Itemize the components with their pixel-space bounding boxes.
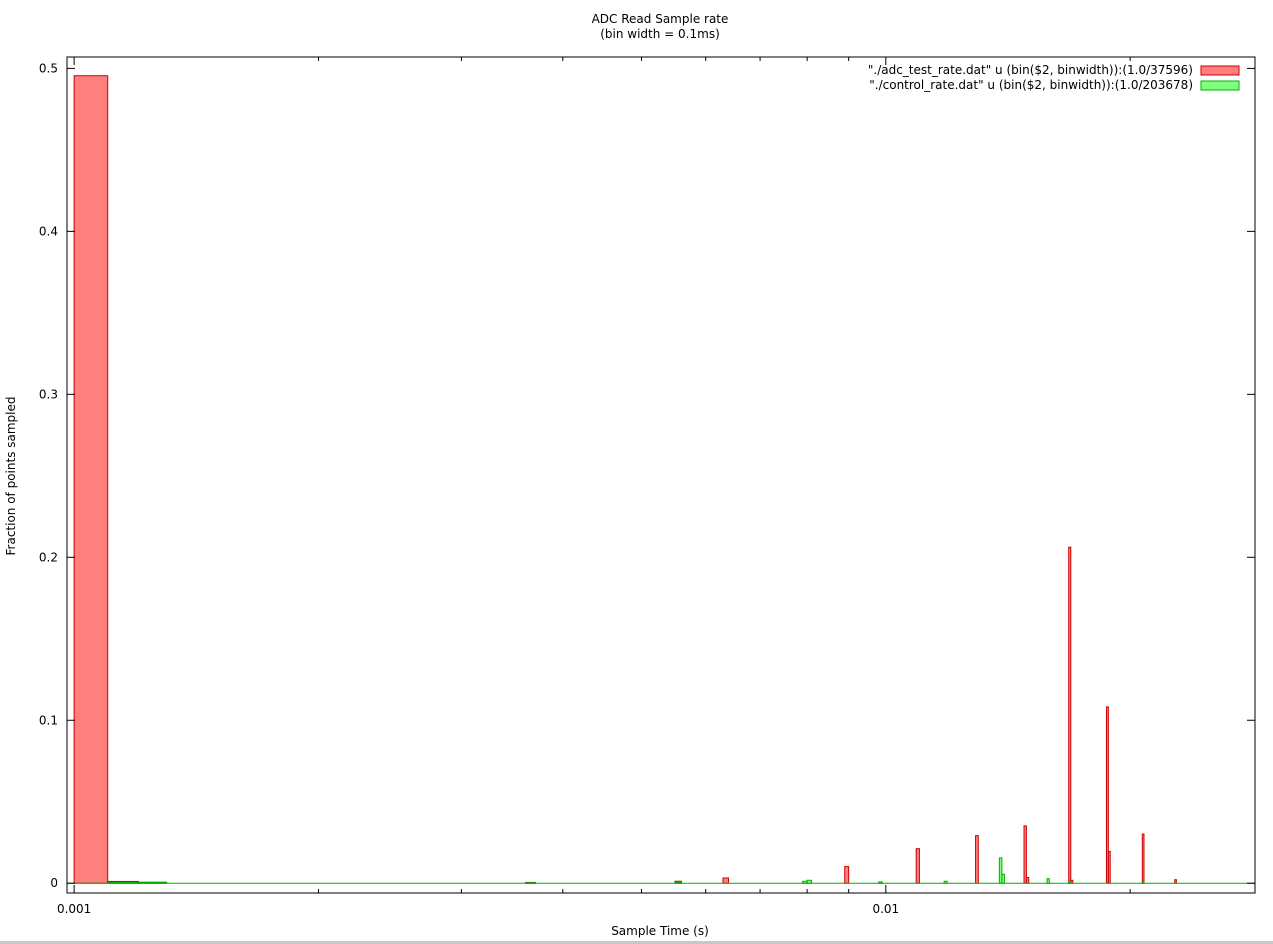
plot-frame (66, 56, 1256, 894)
window-bottom-edge (0, 941, 1273, 944)
legend-label-2: "./control_rate.dat" u (bin($2, binwidth… (869, 78, 1193, 92)
legend-swatch-2 (1200, 80, 1240, 91)
chart-title: ADC Read Sample rate (592, 12, 729, 26)
series-1-bar-8 (844, 866, 850, 884)
ticks-layer: 0 0.1 0.2 0.3 0.4 0.5 0.001 0.01 (39, 57, 1255, 916)
series-1-bar-16 (1107, 850, 1111, 884)
series-1-bar-10 (975, 835, 979, 884)
y-axis-label-group: Fraction of points sampled (4, 396, 18, 555)
legend-swatch-1 (1200, 65, 1240, 76)
y-tick-label-3: 0.2 (39, 550, 58, 564)
x-axis-label: Sample Time (s) (611, 924, 709, 938)
series-2-bar-11 (1046, 878, 1050, 884)
y-tick-label-6: 0.5 (39, 61, 58, 75)
series-1-bar-6 (722, 877, 729, 884)
series-2-bar-10 (1001, 873, 1005, 884)
series-1-bar-17 (1141, 833, 1145, 884)
series-1-bar-12 (1025, 877, 1030, 884)
y-tick-label-4: 0.3 (39, 387, 58, 401)
y-axis-label: Fraction of points sampled (4, 396, 18, 555)
y-tick-label-5: 0.4 (39, 224, 58, 238)
series-1-bar-1 (73, 75, 109, 884)
x-tick-label-1: 0.001 (57, 902, 91, 916)
legend: "./adc_test_rate.dat" u (bin($2, binwidt… (868, 63, 1240, 92)
series-1-bar-9 (915, 848, 920, 884)
y-tick-label-1: 0 (50, 876, 58, 890)
legend-label-1: "./adc_test_rate.dat" u (bin($2, binwidt… (868, 63, 1193, 77)
series-1-bar-18 (1174, 879, 1177, 884)
x-tick-label-2: 0.01 (872, 902, 899, 916)
bars-layer (73, 75, 1177, 885)
series-1-bar-11 (1023, 825, 1027, 884)
chart-subtitle: (bin width = 0.1ms) (600, 27, 720, 41)
series-1-bar-13 (1068, 546, 1072, 884)
y-tick-label-2: 0.1 (39, 713, 58, 727)
